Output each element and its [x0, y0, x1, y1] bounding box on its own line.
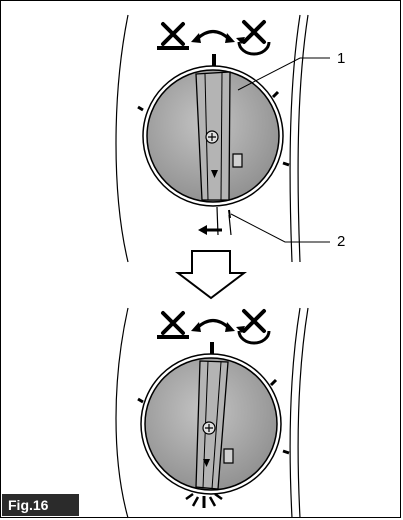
housing-edge-left	[115, 307, 129, 519]
mark-left	[137, 105, 144, 112]
down-outline-arrow-icon	[175, 250, 247, 300]
housing-edge-right-inner	[297, 307, 309, 519]
mark-right-upper	[271, 90, 280, 99]
housing-edge-right-inner	[297, 14, 309, 263]
vacuum-fan-no-rotation-icon	[157, 22, 189, 50]
knob-pointer-icon	[203, 459, 210, 467]
fan-rotation-icon	[236, 309, 271, 345]
bottom-panel	[115, 307, 309, 519]
mark-top	[212, 54, 216, 66]
mark-top	[210, 342, 214, 354]
curved-double-arrow-icon	[191, 319, 235, 332]
callout-number-2: 2	[337, 233, 346, 250]
figure-label: Fig.16	[2, 494, 79, 516]
curved-double-arrow-icon	[191, 30, 235, 43]
mark-left	[137, 397, 144, 404]
knob-pointer-icon	[211, 170, 218, 178]
housing-edge-right	[289, 14, 301, 263]
callout-number-1: 1	[337, 50, 346, 67]
mode-knob-bottom[interactable]	[140, 353, 282, 495]
leader-line-1	[237, 57, 330, 91]
left-arrow-icon	[198, 206, 232, 236]
leader-line-2	[230, 213, 330, 243]
housing-edge-left	[115, 14, 129, 263]
housing-edge-right	[289, 307, 301, 519]
vacuum-fan-no-rotation-icon	[157, 311, 189, 339]
mark-bottom	[228, 209, 231, 219]
mark-right-lower	[282, 449, 290, 455]
top-panel	[115, 14, 330, 263]
alignment-burst-icon	[185, 492, 223, 508]
fan-rotation-icon	[236, 20, 271, 56]
mark-right-lower	[282, 161, 290, 167]
mark-right-upper	[269, 378, 278, 387]
mode-knob-top[interactable]	[142, 65, 284, 207]
